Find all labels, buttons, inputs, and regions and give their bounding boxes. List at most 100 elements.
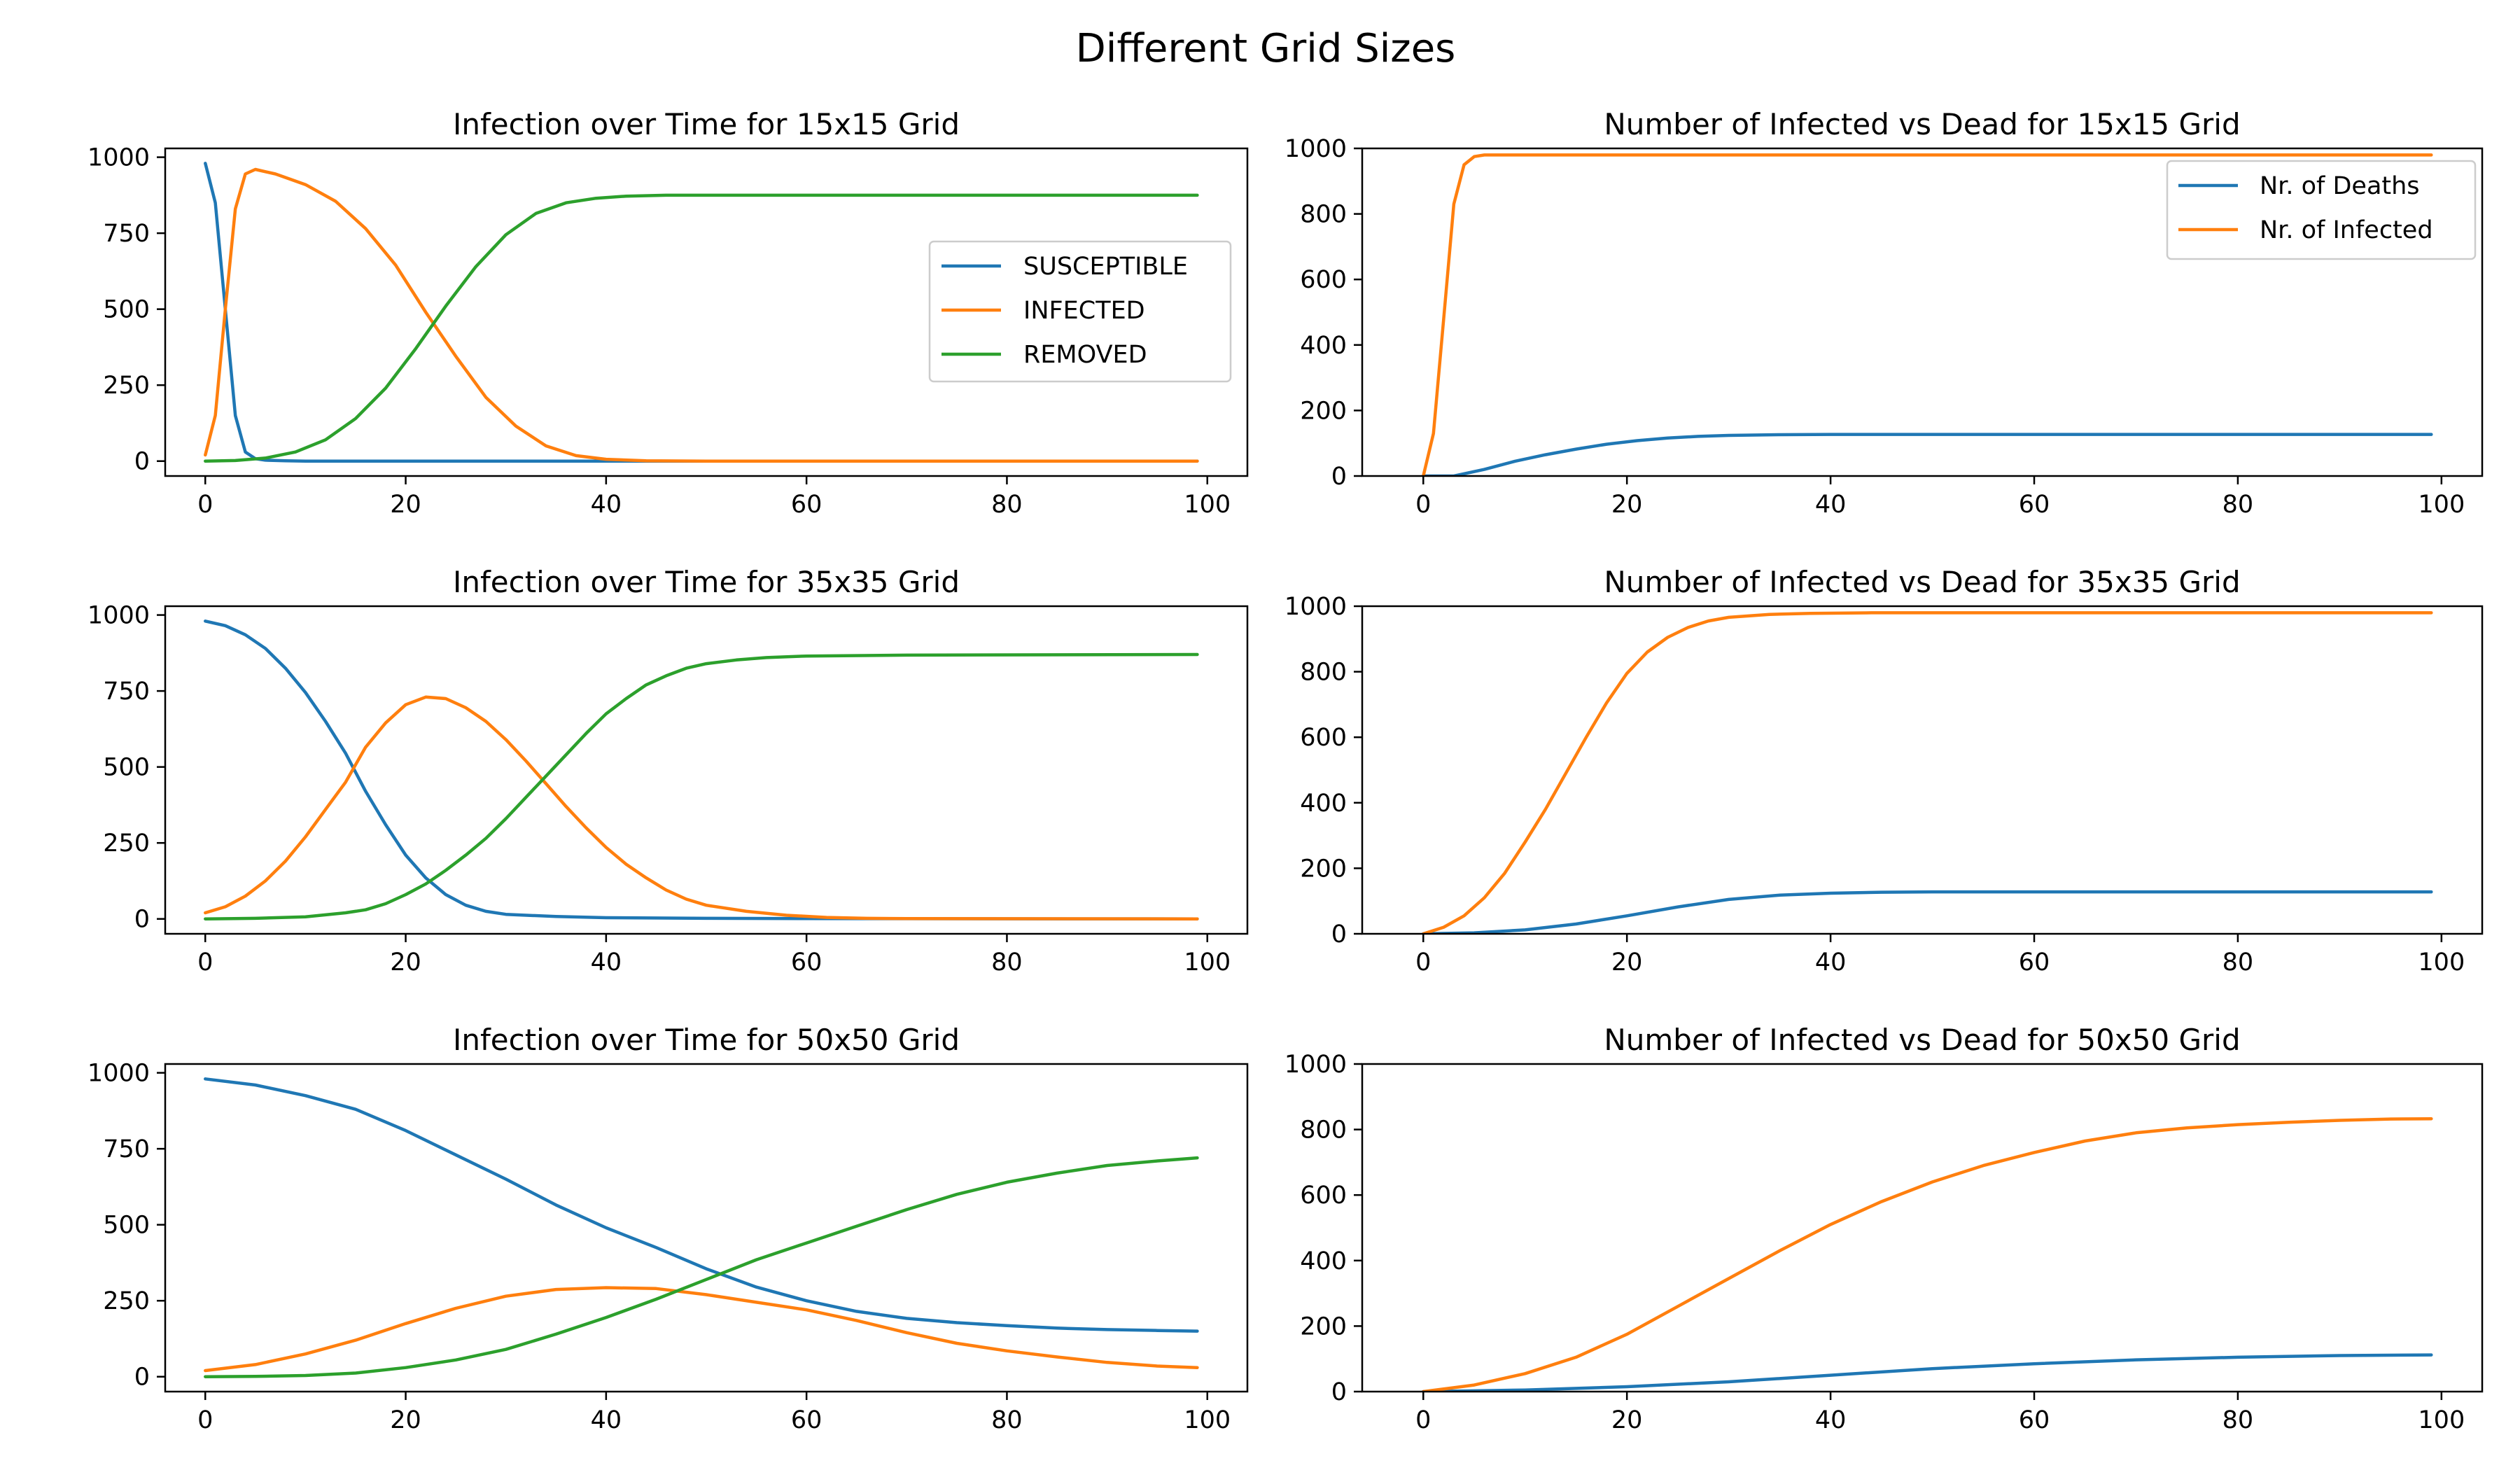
y-tick-label: 1000: [88, 602, 150, 630]
axes-frame: [1361, 605, 2484, 935]
x-tick-label: 40: [591, 1406, 622, 1434]
y-tick-label: 0: [134, 906, 150, 934]
y-tick-label: 0: [134, 448, 150, 476]
legend: SUSCEPTIBLE INFECTED REMOVED: [928, 240, 1232, 383]
axes-frame: [164, 605, 1249, 935]
x-tick-label: 40: [1815, 491, 1847, 519]
x-tick-label: 0: [197, 948, 213, 976]
x-tick-label: 20: [390, 948, 421, 976]
x-tick-label: 60: [791, 491, 822, 519]
legend-label: Nr. of Deaths: [2260, 172, 2420, 200]
x-tick-label: 100: [1184, 491, 1231, 519]
series-line-susceptible: [204, 162, 1199, 463]
series-line-nr-of-deaths: [1422, 890, 2433, 934]
subplot-title: Infection over Time for 50x50 Grid: [453, 1023, 960, 1057]
legend-box: [928, 240, 1232, 383]
x-tick-label: 40: [591, 491, 622, 519]
series-line-infected: [204, 1286, 1199, 1373]
y-tick-label: 400: [1300, 332, 1347, 360]
x-tick-label: 0: [197, 491, 213, 519]
subplot-title: Infection over Time for 15x15 Grid: [453, 107, 960, 141]
subplot-title: Number of Infected vs Dead for 15x15 Gri…: [1604, 107, 2240, 141]
x-tick-label: 80: [991, 948, 1023, 976]
x-tick-label: 40: [1815, 1406, 1847, 1434]
x-tick-label: 100: [1184, 948, 1231, 976]
series-line-nr-of-infected: [1422, 153, 2433, 476]
x-tick-label: 0: [1415, 948, 1431, 976]
x-tick-label: 40: [591, 948, 622, 976]
y-tick-label: 200: [1300, 1312, 1347, 1340]
x-tick-label: 60: [2019, 948, 2050, 976]
axes-frame: [164, 147, 1249, 477]
y-tick-label: 600: [1300, 724, 1347, 752]
y-tick-label: 1000: [1284, 1051, 1347, 1079]
x-tick-label: 0: [1415, 491, 1431, 519]
y-tick-label: 250: [103, 372, 150, 400]
y-tick-label: 500: [103, 1212, 150, 1240]
subplot-title: Infection over Time for 35x35 Grid: [453, 565, 960, 599]
y-tick-label: 200: [1300, 855, 1347, 883]
subplot-3: Infection over Time for 35x35 Grid 0 20 40 6…: [88, 565, 1249, 976]
y-tick-label: 600: [1300, 266, 1347, 294]
x-tick-label: 20: [390, 1406, 421, 1434]
series-line-nr-of-deaths: [1422, 433, 2433, 476]
series-line-susceptible: [204, 1077, 1199, 1333]
y-tick-label: 1000: [88, 1060, 150, 1088]
legend-label: INFECTED: [1023, 297, 1145, 325]
y-tick-label: 600: [1300, 1182, 1347, 1210]
figure-title: Different Grid Sizes: [1076, 26, 1456, 71]
y-tick-label: 0: [1331, 463, 1347, 491]
series-line-removed: [204, 652, 1199, 920]
subplot-1: Infection over Time for 15x15 Grid 0 20 40 6…: [88, 107, 1249, 519]
series-line-infected: [204, 695, 1199, 920]
x-tick-label: 80: [991, 1406, 1023, 1434]
series-line-nr-of-infected: [1422, 611, 2433, 934]
y-tick-label: 400: [1300, 790, 1347, 818]
y-tick-label: 800: [1300, 1116, 1347, 1144]
x-tick-label: 60: [2019, 491, 2050, 519]
x-tick-label: 100: [2418, 1406, 2465, 1434]
legend-label: REMOVED: [1023, 341, 1147, 369]
y-tick-label: 750: [103, 220, 150, 248]
axes-frame: [1361, 1063, 2484, 1393]
legend-label: SUSCEPTIBLE: [1023, 253, 1188, 281]
legend-label: Nr. of Infected: [2260, 216, 2433, 244]
x-tick-label: 100: [1184, 1406, 1231, 1434]
x-tick-label: 20: [390, 491, 421, 519]
x-tick-label: 60: [791, 1406, 822, 1434]
subplot-title: Number of Infected vs Dead for 50x50 Gri…: [1604, 1023, 2240, 1057]
y-tick-label: 0: [1331, 920, 1347, 948]
subplot-4: Number of Infected vs Dead for 35x35 Gri…: [1284, 565, 2484, 976]
legend-box: [2166, 160, 2477, 260]
y-tick-label: 750: [103, 678, 150, 706]
x-tick-label: 80: [991, 491, 1023, 519]
series-line-nr-of-deaths: [1422, 1353, 2433, 1392]
y-tick-label: 800: [1300, 201, 1347, 229]
axes-frame: [164, 1063, 1249, 1393]
y-tick-label: 250: [103, 830, 150, 858]
subplot-title: Number of Infected vs Dead for 35x35 Gri…: [1604, 565, 2240, 599]
x-tick-label: 20: [1611, 1406, 1643, 1434]
series-line-removed: [204, 193, 1199, 463]
y-tick-label: 200: [1300, 397, 1347, 425]
x-tick-label: 80: [2222, 491, 2254, 519]
legend: Nr. of Deaths Nr. of Infected: [2166, 160, 2477, 260]
y-tick-label: 800: [1300, 659, 1347, 687]
y-tick-label: 500: [103, 754, 150, 782]
y-tick-label: 750: [103, 1135, 150, 1163]
y-tick-label: 1000: [88, 144, 150, 172]
y-tick-label: 1000: [1284, 135, 1347, 163]
x-tick-label: 80: [2222, 948, 2254, 976]
y-tick-label: 400: [1300, 1247, 1347, 1275]
axes-frame: [1361, 147, 2484, 477]
x-tick-label: 100: [2418, 948, 2465, 976]
y-tick-label: 1000: [1284, 593, 1347, 621]
x-tick-label: 60: [791, 948, 822, 976]
x-tick-label: 100: [2418, 491, 2465, 519]
y-tick-label: 0: [134, 1364, 150, 1392]
x-tick-label: 0: [1415, 1406, 1431, 1434]
series-line-nr-of-infected: [1422, 1116, 2433, 1392]
x-tick-label: 40: [1815, 948, 1847, 976]
